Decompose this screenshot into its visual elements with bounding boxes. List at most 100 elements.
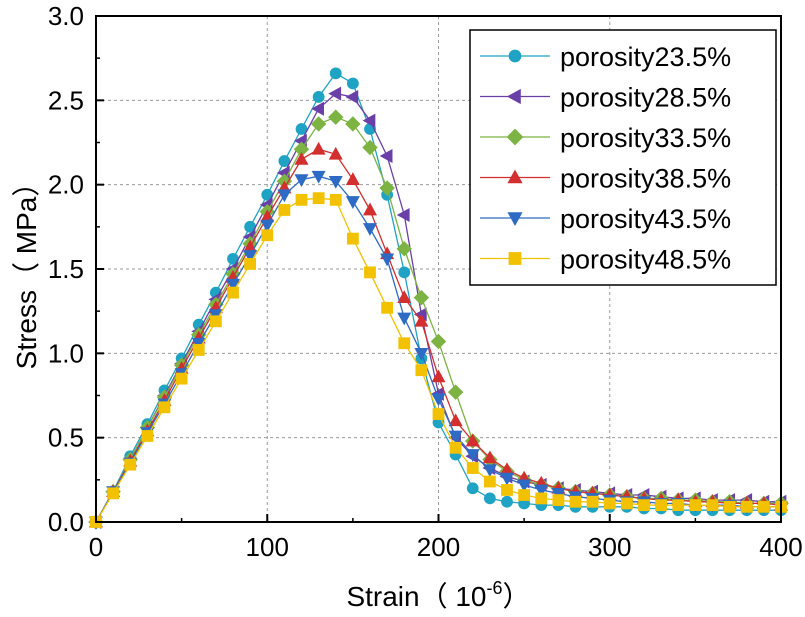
legend: porosity23.5% porosity28.5% porosity33.5% p… bbox=[469, 29, 777, 286]
legend-item: porosity43.5% bbox=[480, 204, 731, 234]
data-point bbox=[345, 116, 361, 132]
y-tick-label: 0.5 bbox=[48, 423, 84, 453]
data-point bbox=[569, 495, 582, 508]
data-point bbox=[398, 337, 411, 350]
data-point bbox=[346, 77, 359, 90]
data-point bbox=[740, 500, 753, 513]
x-axis-title-suffix: ） bbox=[503, 581, 531, 612]
data-point bbox=[278, 155, 291, 167]
data-point bbox=[328, 175, 343, 189]
data-point bbox=[449, 441, 462, 454]
data-point bbox=[465, 433, 480, 447]
data-point bbox=[448, 430, 463, 444]
data-point bbox=[379, 180, 395, 196]
data-point bbox=[362, 223, 378, 236]
data-point bbox=[518, 489, 531, 501]
data-point bbox=[448, 413, 463, 427]
data-point bbox=[312, 91, 325, 103]
data-point bbox=[397, 312, 412, 326]
legend-label: porosity23.5% bbox=[560, 42, 731, 72]
legend-label: porosity43.5% bbox=[560, 204, 731, 234]
data-point bbox=[603, 497, 616, 510]
data-point bbox=[329, 193, 342, 206]
data-point bbox=[414, 313, 429, 327]
data-point bbox=[260, 219, 275, 233]
data-point bbox=[225, 278, 241, 292]
data-point bbox=[277, 189, 292, 203]
data-point bbox=[551, 487, 566, 501]
y-tick-label: 1.5 bbox=[48, 254, 84, 284]
x-tick-label: 200 bbox=[417, 532, 460, 562]
data-point bbox=[311, 101, 324, 116]
legend-item: porosity38.5% bbox=[480, 164, 731, 194]
x-axis-title: Strain（ 10-6） bbox=[346, 578, 530, 612]
data-point bbox=[345, 172, 360, 185]
legend-label: porosity28.5% bbox=[560, 83, 731, 113]
series-porosity48.5% bbox=[90, 192, 787, 528]
data-point bbox=[381, 301, 394, 314]
data-point bbox=[413, 289, 430, 306]
y-tick-label: 2.0 bbox=[48, 170, 84, 200]
series-layer bbox=[88, 67, 789, 530]
legend-label: porosity38.5% bbox=[560, 164, 731, 194]
legend-item: porosity23.5% bbox=[480, 42, 731, 72]
x-tick-label: 400 bbox=[759, 532, 802, 562]
data-point bbox=[499, 472, 515, 486]
data-point bbox=[534, 484, 549, 498]
data-point bbox=[329, 67, 342, 80]
data-point bbox=[672, 499, 685, 512]
data-point bbox=[396, 241, 412, 257]
data-point bbox=[483, 475, 496, 488]
data-point bbox=[346, 232, 359, 245]
data-point bbox=[415, 364, 428, 377]
data-point bbox=[345, 196, 360, 209]
data-point bbox=[261, 229, 274, 242]
data-point bbox=[431, 393, 446, 407]
data-point bbox=[466, 462, 479, 474]
y-axis-title: Stress（ MPa） bbox=[11, 169, 42, 370]
data-point bbox=[723, 500, 736, 513]
legend-box bbox=[469, 29, 777, 286]
data-point bbox=[620, 497, 633, 510]
data-point bbox=[432, 408, 445, 420]
y-tick-label: 1.0 bbox=[48, 338, 84, 368]
data-point bbox=[278, 204, 291, 216]
data-point bbox=[244, 258, 257, 270]
data-point bbox=[158, 401, 171, 414]
data-point bbox=[482, 464, 497, 478]
data-point bbox=[655, 499, 668, 512]
x-axis-exponent: -6 bbox=[487, 578, 503, 598]
legend-label: porosity48.5% bbox=[560, 245, 731, 275]
x-tick-label: 0 bbox=[89, 532, 103, 562]
data-point bbox=[431, 369, 446, 383]
data-point bbox=[483, 492, 496, 505]
data-point bbox=[311, 141, 326, 155]
y-tick-label: 2.5 bbox=[48, 85, 84, 115]
data-point bbox=[362, 113, 376, 128]
data-point bbox=[706, 499, 719, 512]
data-point bbox=[586, 495, 599, 508]
data-point bbox=[243, 250, 258, 263]
data-point bbox=[328, 109, 344, 125]
data-point bbox=[552, 494, 565, 506]
data-point bbox=[414, 347, 429, 361]
legend-label: porosity33.5% bbox=[560, 123, 731, 153]
data-point bbox=[380, 253, 395, 267]
legend-item: porosity33.5% bbox=[480, 123, 731, 153]
legend-marker bbox=[506, 88, 521, 105]
data-point bbox=[379, 148, 393, 163]
data-point bbox=[397, 290, 412, 304]
legend-marker bbox=[508, 49, 522, 63]
data-point bbox=[482, 450, 497, 464]
legend-marker bbox=[508, 252, 522, 265]
data-point bbox=[398, 266, 411, 279]
data-point bbox=[345, 89, 359, 104]
legend-marker bbox=[507, 169, 523, 184]
data-point bbox=[638, 499, 650, 512]
data-point bbox=[227, 286, 239, 299]
legend-marker bbox=[507, 212, 523, 227]
data-point bbox=[364, 266, 376, 279]
data-point bbox=[517, 479, 532, 493]
axis-ticks: 0 100 200 300 400 0.0 0.5 1.0 1.5 2.0 2.5 3.0 bbox=[48, 1, 803, 562]
